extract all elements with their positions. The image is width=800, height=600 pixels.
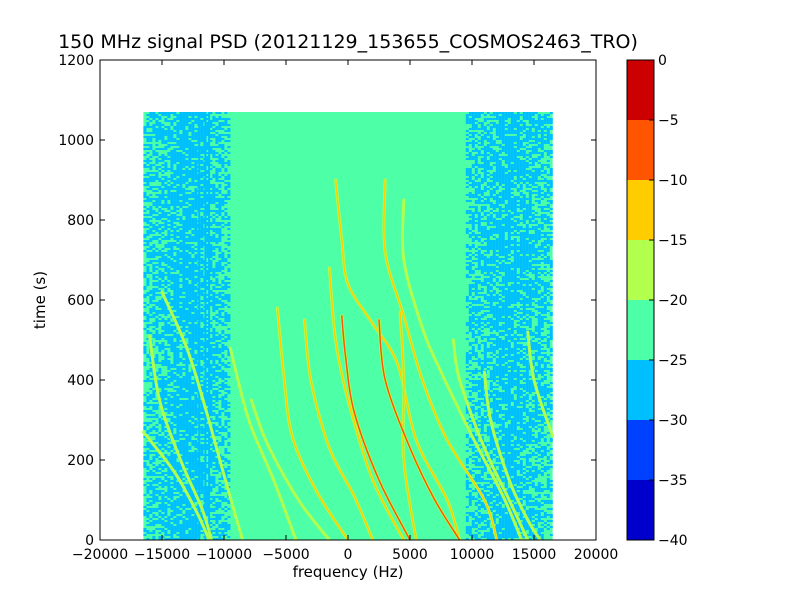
y-axis: 0 200 400 600 800 1000 1200 — [58, 53, 596, 549]
y-tick-label: 1000 — [58, 133, 94, 149]
x-tick-label: −10000 — [196, 547, 252, 563]
colorbar-level — [627, 300, 654, 360]
signal-track — [228, 346, 298, 540]
signal-track — [526, 330, 555, 438]
y-tick-label: 400 — [67, 373, 94, 389]
colorbar-tick-label: −20 — [658, 293, 688, 309]
signal-track — [482, 370, 542, 540]
colorbar-tick-label: −15 — [658, 233, 688, 249]
y-axis-label: time (s) — [31, 271, 49, 329]
x-tick-label: 10000 — [450, 547, 495, 563]
y-tick-label: 0 — [85, 533, 94, 549]
colorbar-level — [627, 240, 654, 300]
signal-track — [400, 198, 524, 540]
x-axis-label: frequency (Hz) — [293, 563, 404, 581]
colorbar-tick-label: −40 — [658, 533, 688, 549]
x-tick-label: 15000 — [512, 547, 557, 563]
plot-frame — [99, 59, 597, 541]
signal-track — [160, 290, 245, 540]
colorbar-tick-label: −10 — [658, 173, 688, 189]
colorbar-tick-label: −25 — [658, 353, 688, 369]
signal-track — [148, 334, 214, 540]
colorbar-tick-label: −35 — [658, 473, 688, 489]
signal-track — [275, 306, 350, 540]
heatmap — [141, 112, 555, 540]
colorbar-ticks: 0 −5 −10 −15 −20 −25 −30 −35 −40 — [649, 53, 688, 549]
colorbar-level — [627, 180, 654, 240]
x-tick-label: −20000 — [72, 547, 128, 563]
signal-track — [451, 338, 530, 540]
colorbar-tick-label: 0 — [658, 53, 667, 69]
colorbar-level — [627, 60, 654, 120]
x-tick-label: 20000 — [574, 547, 619, 563]
colorbar — [627, 60, 654, 540]
signal-track — [303, 318, 375, 540]
x-axis: −20000 −15000 −10000 −5000 0 5000 10000 15000 20… — [72, 60, 618, 563]
colorbar-level — [627, 420, 654, 480]
signal-track — [398, 310, 418, 540]
signal-track — [249, 398, 331, 540]
chart-title: 150 MHz signal PSD (20121129_153655_COSM… — [58, 31, 638, 53]
x-tick-label: −15000 — [134, 547, 190, 563]
x-tick-label: 5000 — [392, 547, 428, 563]
signal-track — [334, 178, 462, 540]
colorbar-level — [627, 120, 654, 180]
x-tick-label: 0 — [344, 547, 353, 563]
colorbar-tick-label: −5 — [658, 113, 679, 129]
signal-track — [141, 430, 211, 540]
y-tick-label: 800 — [67, 213, 94, 229]
colorbar-level — [627, 480, 654, 540]
x-tick-label: −5000 — [262, 547, 309, 563]
signal-track — [382, 178, 499, 540]
signal-track — [377, 318, 462, 540]
signal-track — [340, 314, 412, 540]
colorbar-tick-label: −30 — [658, 413, 688, 429]
y-tick-label: 600 — [67, 293, 94, 309]
y-tick-label: 200 — [67, 453, 94, 469]
colorbar-level — [627, 360, 654, 420]
signal-track — [327, 266, 406, 540]
y-tick-label: 1200 — [58, 53, 94, 69]
colorbar-frame — [626, 59, 655, 541]
